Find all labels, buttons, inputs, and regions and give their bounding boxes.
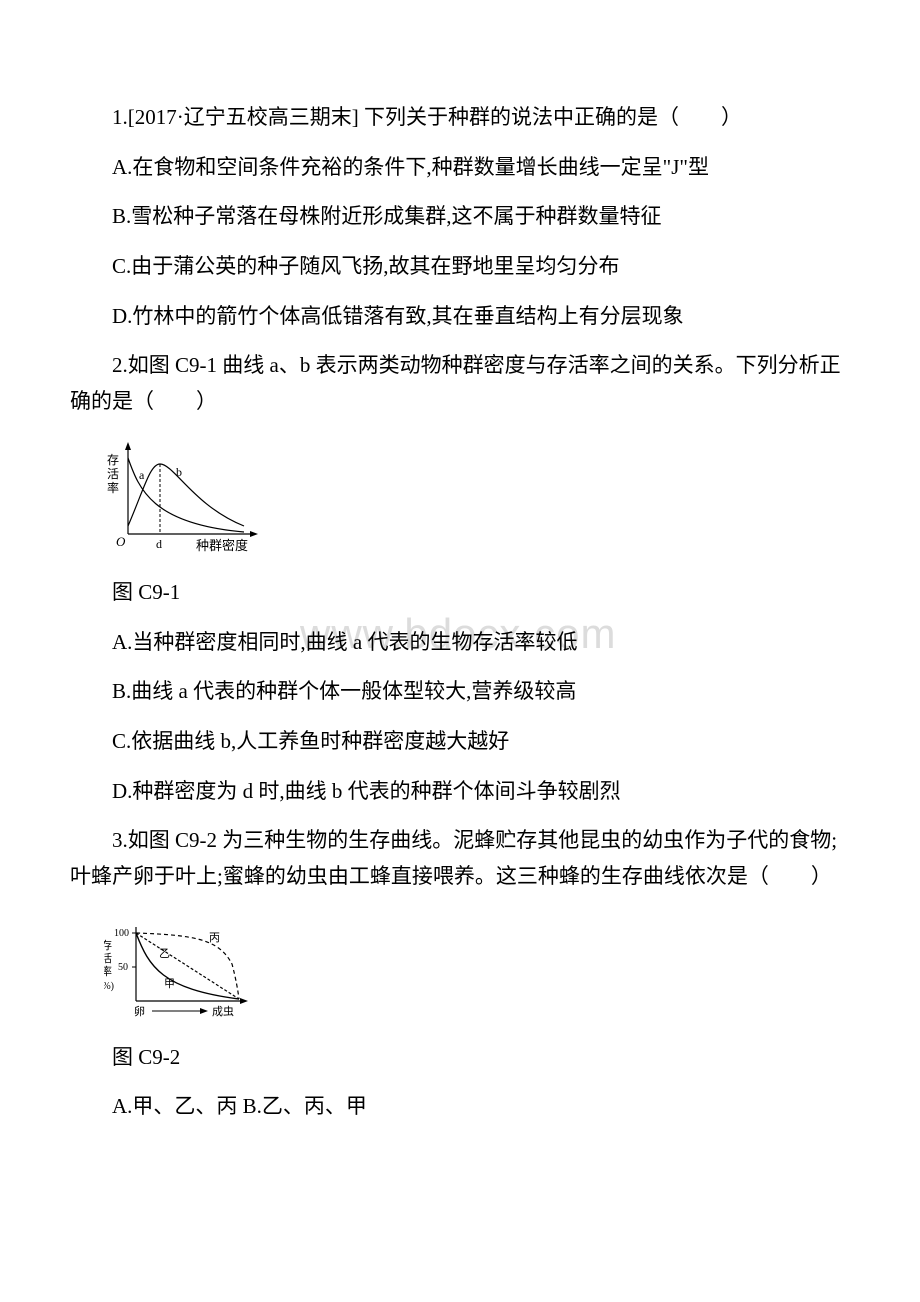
svg-text:成虫: 成虫: [212, 1005, 234, 1018]
q3-stem: 3.如图 C9-2 为三种生物的生存曲线。泥蜂贮存其他昆虫的幼虫作为子代的食物;…: [70, 823, 850, 894]
q2-option-a: A.当种群密度相同时,曲线 a 代表的生物存活率较低: [70, 625, 850, 661]
figure-c9-1-svg: a b O d 种群密度 存 活 率: [104, 434, 274, 564]
figure-c9-1-caption: 图 C9-1: [70, 575, 850, 611]
q1-option-d: D.竹林中的箭竹个体高低错落有致,其在垂直结构上有分层现象: [70, 299, 850, 335]
svg-text:(%): (%): [104, 981, 114, 992]
figure-c9-2: 100 50 甲 乙 丙 存 活 率 (%) 卵 成虫: [104, 909, 850, 1034]
figure-c9-2-caption: 图 C9-2: [70, 1040, 850, 1076]
q2-option-c: C.依据曲线 b,人工养鱼时种群密度越大越好: [70, 724, 850, 760]
q1-stem: 1.[2017·辽宁五校高三期末] 下列关于种群的说法中正确的是（ ）: [70, 100, 850, 136]
q1-option-b: B.雪松种子常落在母株附近形成集群,这不属于种群数量特征: [70, 199, 850, 235]
svg-text:丙: 丙: [209, 932, 220, 944]
q2-stem: 2.如图 C9-1 曲线 a、b 表示两类动物种群密度与存活率之间的关系。下列分…: [70, 348, 850, 419]
svg-text:乙: 乙: [159, 947, 170, 960]
svg-text:活: 活: [104, 952, 112, 965]
svg-text:存: 存: [107, 453, 119, 467]
q3-option-ab: A.甲、乙、丙 B.乙、丙、甲: [70, 1089, 850, 1125]
svg-text:50: 50: [118, 962, 128, 973]
figure-c9-2-svg: 100 50 甲 乙 丙 存 活 率 (%) 卵 成虫: [104, 909, 274, 1029]
svg-text:甲: 甲: [164, 978, 175, 990]
svg-text:a: a: [139, 468, 145, 482]
q1-option-a: A.在食物和空间条件充裕的条件下,种群数量增长曲线一定呈"J"型: [70, 150, 850, 186]
figure-c9-1: a b O d 种群密度 存 活 率: [104, 434, 850, 569]
q2-option-d: D.种群密度为 d 时,曲线 b 代表的种群个体间斗争较剧烈: [70, 774, 850, 810]
q2-option-b: B.曲线 a 代表的种群个体一般体型较大,营养级较高: [70, 674, 850, 710]
origin-label: O: [116, 534, 126, 549]
x-axis-label: 种群密度: [196, 538, 248, 553]
svg-text:卵: 卵: [134, 1005, 145, 1018]
q1-option-c: C.由于蒲公英的种子随风飞扬,故其在野地里呈均匀分布: [70, 249, 850, 285]
svg-text:活: 活: [107, 467, 119, 481]
svg-text:率: 率: [107, 480, 119, 495]
document-content: 1.[2017·辽宁五校高三期末] 下列关于种群的说法中正确的是（ ） A.在食…: [70, 100, 850, 1125]
svg-text:100: 100: [114, 928, 129, 939]
svg-text:率: 率: [104, 964, 112, 978]
svg-text:存: 存: [104, 938, 112, 952]
svg-text:b: b: [176, 465, 182, 479]
d-label: d: [156, 537, 162, 551]
